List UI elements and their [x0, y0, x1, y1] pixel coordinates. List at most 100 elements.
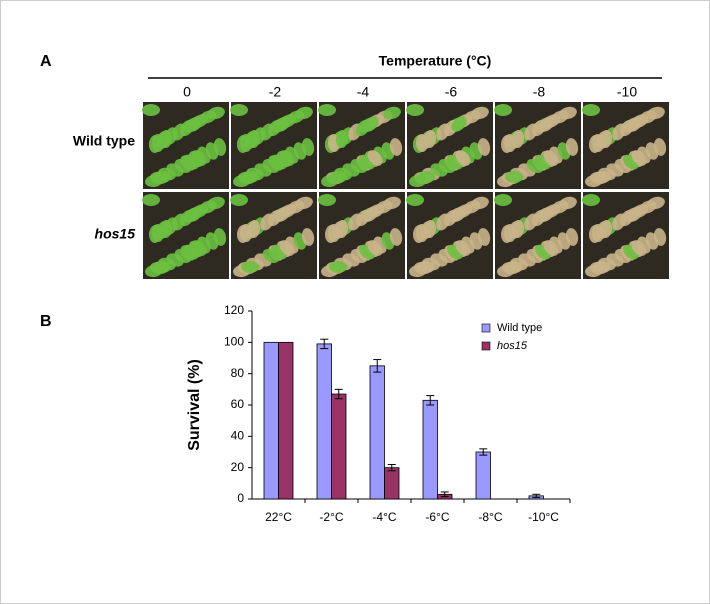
- leaf: [559, 196, 577, 210]
- error-bar: [479, 448, 488, 456]
- leaf: [247, 220, 261, 238]
- bar: [278, 341, 294, 500]
- x-tick-label: 22°C: [265, 510, 292, 524]
- leaf: [494, 104, 512, 116]
- error-bar: [387, 464, 396, 472]
- leaf: [539, 116, 555, 132]
- x-tick-label: -6°C: [425, 510, 449, 524]
- column-label: -8: [533, 84, 546, 100]
- leaf: [389, 138, 403, 156]
- leaf: [423, 130, 437, 148]
- leaf: [275, 116, 291, 132]
- leaf: [653, 138, 667, 156]
- leaf: [582, 194, 600, 206]
- legend-swatch: [481, 341, 491, 351]
- leaf: [455, 240, 471, 256]
- leaf: [275, 206, 291, 222]
- leaf: [207, 106, 225, 120]
- leaf: [477, 228, 491, 246]
- leaf: [241, 260, 259, 274]
- axis-title: Temperature (°C): [379, 53, 492, 69]
- leaf: [153, 260, 171, 274]
- legend-label: hos15: [497, 340, 528, 352]
- x-tick-label: -10°C: [528, 510, 559, 524]
- leaf: [582, 104, 600, 116]
- leaf: [389, 228, 403, 246]
- bar: [369, 365, 385, 500]
- leaf: [451, 116, 467, 132]
- leaf: [599, 220, 613, 238]
- y-axis-label: Survival (%): [186, 359, 203, 451]
- y-tick-label: 20: [231, 460, 245, 474]
- leaf: [471, 196, 489, 210]
- row-label: hos15: [95, 226, 136, 242]
- leaf: [247, 130, 261, 148]
- bar: [475, 451, 491, 500]
- row-label: Wild type: [73, 133, 135, 149]
- column-label: -2: [269, 84, 282, 100]
- panel-label: A: [40, 53, 52, 70]
- leaf: [191, 150, 207, 166]
- leaf: [159, 130, 173, 148]
- bar: [422, 399, 438, 500]
- x-tick-label: -4°C: [372, 510, 396, 524]
- legend-label: Wild type: [497, 322, 542, 334]
- leaf: [383, 106, 401, 120]
- leaf: [539, 206, 555, 222]
- leaf: [367, 240, 383, 256]
- leaf: [653, 228, 667, 246]
- leaf: [647, 106, 665, 120]
- leaf: [406, 194, 424, 206]
- leaf: [142, 104, 160, 116]
- leaf: [599, 130, 613, 148]
- leaf: [295, 196, 313, 210]
- leaf: [543, 240, 559, 256]
- y-tick-label: 60: [231, 397, 245, 411]
- legend-swatch: [481, 323, 491, 333]
- leaf: [455, 150, 471, 166]
- bar: [316, 343, 332, 500]
- column-label: -4: [357, 84, 370, 100]
- leaf: [505, 260, 523, 274]
- column-label: -6: [445, 84, 458, 100]
- leaf: [627, 206, 643, 222]
- error-bar: [373, 359, 382, 373]
- leaf: [505, 170, 523, 184]
- error-bar: [532, 493, 541, 498]
- leaf: [329, 260, 347, 274]
- leaf: [511, 220, 525, 238]
- leaf: [367, 150, 383, 166]
- x-tick-label: -2°C: [319, 510, 343, 524]
- leaf: [423, 220, 437, 238]
- leaf: [301, 228, 315, 246]
- leaf: [511, 130, 525, 148]
- leaf: [241, 170, 259, 184]
- y-tick-label: 80: [231, 366, 245, 380]
- bar: [263, 341, 279, 500]
- leaf: [631, 240, 647, 256]
- y-tick-label: 120: [224, 303, 244, 317]
- leaf: [230, 104, 248, 116]
- leaf: [494, 194, 512, 206]
- leaf: [301, 138, 315, 156]
- leaf: [593, 170, 611, 184]
- leaf: [631, 150, 647, 166]
- y-tick-label: 40: [231, 429, 245, 443]
- leaf: [335, 220, 349, 238]
- y-tick-label: 100: [224, 335, 244, 349]
- leaf: [230, 194, 248, 206]
- panel-label: B: [40, 313, 52, 330]
- leaf: [565, 138, 579, 156]
- leaf: [329, 170, 347, 184]
- error-bar: [426, 395, 435, 406]
- leaf: [593, 260, 611, 274]
- y-tick-label: 0: [237, 491, 244, 505]
- column-label: 0: [183, 84, 191, 100]
- leaf: [159, 220, 173, 238]
- error-bar: [440, 491, 449, 498]
- leaf: [207, 196, 225, 210]
- leaf: [187, 206, 203, 222]
- leaf: [383, 196, 401, 210]
- leaf: [187, 116, 203, 132]
